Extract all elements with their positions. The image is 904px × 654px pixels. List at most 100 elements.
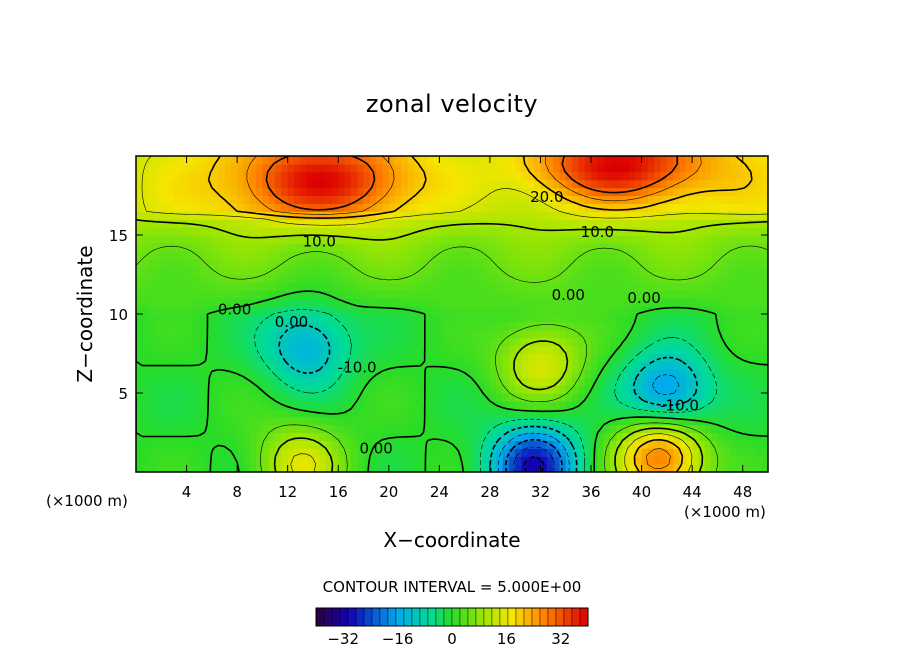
field-cell [344,416,352,426]
field-cell [224,408,232,418]
field-cell [654,456,662,465]
field-cell [237,156,245,165]
field-cell [224,321,232,331]
field-cell [723,203,731,212]
field-cell [211,298,219,307]
field-cell [502,298,510,307]
field-cell [616,345,624,355]
field-cell [256,400,263,410]
field-cell [679,353,687,362]
field-cell [698,171,706,181]
field-cell [755,203,763,212]
field-cell [363,179,371,189]
field-cell [502,377,510,386]
field-cell [508,321,516,331]
field-cell [508,456,516,465]
field-cell [711,187,719,197]
field-cell [420,203,428,212]
field-cell [584,369,592,378]
field-cell [704,242,712,252]
field-cell [281,408,289,418]
field-cell [666,408,674,418]
field-cell [237,464,245,472]
field-cell [338,195,346,204]
field-cell [521,314,529,323]
field-cell [730,179,737,189]
contour-label: -10.0 [660,397,699,415]
field-cell [312,337,320,347]
field-cell [692,400,700,410]
field-cell [173,448,181,457]
field-cell [755,274,763,283]
field-cell [268,408,276,418]
field-cell [704,171,712,181]
field-cell [635,235,643,244]
field-cell [628,464,636,472]
field-cell [192,187,200,197]
field-cell [268,400,276,410]
field-cell [186,424,194,434]
field-cell [704,258,712,268]
field-cell [294,440,301,449]
field-cell [641,321,649,331]
field-cell [167,156,175,165]
field-cell [578,163,586,173]
field-cell [344,353,352,362]
field-cell [205,179,213,189]
field-cell [344,440,352,449]
field-cell [736,235,744,244]
field-cell [192,298,200,307]
field-cell [369,456,377,465]
field-cell [527,353,535,362]
field-cell [534,369,542,378]
field-cell [154,274,162,283]
field-cell [565,163,573,173]
contour-line [497,374,680,472]
field-cell [262,393,270,402]
field-cell [224,329,232,339]
field-cell [376,400,384,410]
field-cell [173,282,181,291]
field-cell [489,345,497,355]
field-cell [369,369,377,378]
field-cell [698,377,706,386]
field-cell [325,235,333,244]
field-cell [679,361,687,370]
field-cell [357,321,365,331]
field-cell [742,377,750,386]
field-cell [679,179,687,189]
field-cell [154,203,162,212]
field-cell [584,266,592,276]
field-cell [167,211,175,220]
field-cell [439,219,447,228]
field-cell [294,448,301,457]
field-cell [641,290,649,299]
field-cell [546,393,554,402]
field-cell [262,171,270,181]
field-cell [666,393,674,402]
field-cell [161,219,169,228]
field-cell [338,171,346,181]
field-cell [496,385,504,394]
field-cell [161,203,169,212]
field-cell [470,416,478,426]
field-cell [698,424,706,434]
field-cell [262,250,270,260]
field-cell [470,266,478,276]
field-cell [407,179,415,189]
field-cell [249,329,257,339]
field-cell [199,282,207,291]
field-cell [540,203,548,212]
field-cell [287,432,295,441]
field-cell [382,187,390,197]
field-cell [527,432,535,441]
field-cell [565,227,573,236]
field-cell [262,219,270,228]
colorbar-swatch [491,607,501,627]
field-cell [610,290,617,299]
field-cell [452,432,459,441]
field-cell [660,456,668,465]
field-cell [142,456,150,465]
field-cell [249,306,257,315]
field-cell [294,369,301,378]
